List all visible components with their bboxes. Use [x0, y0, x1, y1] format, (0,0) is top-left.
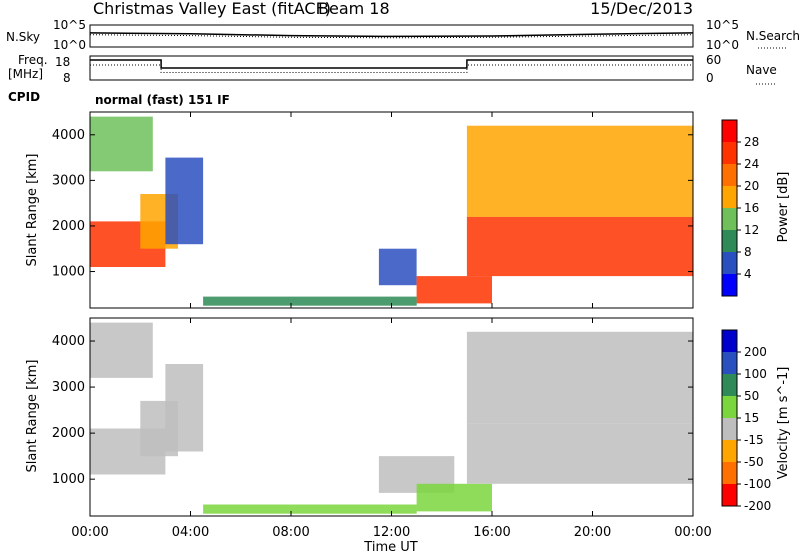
- y-tick-label: 4000: [52, 128, 85, 143]
- freq-left-tick-top: 18: [55, 55, 70, 69]
- colorbar-swatch: [722, 396, 737, 418]
- y-tick-label: 1000: [52, 265, 85, 280]
- velocity-colorbar: [721, 329, 738, 507]
- colorbar-swatch: [722, 440, 737, 462]
- beam-label: Beam 18: [318, 0, 390, 18]
- colorbar-swatch: [722, 418, 737, 440]
- freq-right-tick-bottom: 0: [706, 71, 714, 85]
- colorbar-swatch: [722, 120, 737, 142]
- x-tick-label: 20:00: [574, 525, 611, 540]
- nave-line: [90, 64, 693, 73]
- velocity-panel: 1000 2000 3000 4000 Slant Range [km] 200 100…: [25, 317, 791, 517]
- heatmap-region: [378, 248, 417, 286]
- x-tick-label: 12:00: [373, 525, 410, 540]
- nave-label: Nave: [746, 63, 777, 77]
- station-title: Christmas Valley East (fitACF): [93, 0, 331, 18]
- x-axis-ticks: 00:00 04:00 08:00 12:00 16:00 20:00 00:00: [71, 112, 712, 540]
- freq-left-tick-bottom: 8: [63, 71, 71, 85]
- colorbar-tick-label: 200: [744, 345, 767, 359]
- colorbar-swatch: [722, 186, 737, 208]
- freq-panel: Freq. [MHz] 18 8 60 0 Nave: [8, 53, 777, 85]
- freq-label-line2: [MHz]: [8, 67, 43, 81]
- heatmap-region: [203, 504, 417, 514]
- heatmap-region: [466, 216, 693, 277]
- colorbar-tick-label: -200: [744, 499, 771, 513]
- colorbar-tick-label: 24: [744, 157, 759, 171]
- colorbar-swatch: [722, 462, 737, 484]
- heatmap-region: [165, 157, 204, 245]
- heatmap-region: [203, 296, 417, 306]
- power-colorbar: [721, 119, 738, 297]
- heatmap-region: [466, 331, 693, 424]
- velocity-y-axis-label: Slant Range [km]: [25, 360, 40, 473]
- colorbar-swatch: [722, 164, 737, 186]
- colorbar-swatch: [722, 230, 737, 252]
- colorbar-tick-label: 100: [744, 367, 767, 381]
- velocity-colorbar-ticks: 200 100 50 15 -15 -50 -100 -200: [737, 345, 771, 513]
- noise-right-tick-bottom: 10^0: [706, 38, 739, 52]
- colorbar-swatch: [722, 484, 737, 506]
- colorbar-tick-label: 16: [744, 201, 759, 215]
- noise-left-tick-bottom: 10^0: [53, 38, 86, 52]
- x-tick-label: 04:00: [172, 525, 209, 540]
- y-tick-label: 4000: [52, 334, 85, 349]
- power-cells: [90, 116, 693, 306]
- colorbar-tick-label: -15: [744, 433, 764, 447]
- cpid-value: normal (fast) 151 IF: [95, 93, 230, 107]
- freq-label-line1: Freq.: [18, 53, 48, 67]
- power-y-ticks: 1000 2000 3000 4000: [52, 128, 693, 280]
- colorbar-tick-label: -50: [744, 455, 764, 469]
- heatmap-region: [466, 423, 693, 484]
- heatmap-region: [90, 116, 153, 172]
- noise-right-tick-top: 10^5: [706, 18, 739, 32]
- colorbar-tick-label: -100: [744, 477, 771, 491]
- power-y-axis-label: Slant Range [km]: [25, 154, 40, 267]
- y-tick-label: 2000: [52, 426, 85, 441]
- x-tick-label: 00:00: [674, 525, 711, 540]
- y-tick-label: 3000: [52, 173, 85, 188]
- cpid-label: CPID: [8, 90, 40, 104]
- heatmap-region: [416, 483, 492, 512]
- y-tick-label: 2000: [52, 219, 85, 234]
- y-tick-label: 1000: [52, 472, 85, 487]
- power-panel: 1000 2000 3000 4000 Slant Range [km] 4 8 12 16…: [25, 111, 791, 309]
- colorbar-swatch: [722, 374, 737, 396]
- y-tick-label: 3000: [52, 380, 85, 395]
- noise-left-tick-top: 10^5: [53, 18, 86, 32]
- velocity-colorbar-label: Velocity [m s^-1]: [776, 367, 791, 480]
- noise-left-label: N.Sky: [6, 30, 40, 44]
- colorbar-swatch: [722, 252, 737, 274]
- colorbar-swatch: [722, 330, 737, 352]
- velocity-cells: [90, 322, 693, 514]
- noise-right-label: N.Search: [746, 29, 800, 43]
- velocity-y-ticks: 1000 2000 3000 4000: [52, 334, 693, 487]
- freq-line: [90, 59, 693, 69]
- noise-panel: N.Sky 10^5 10^0 10^5 10^0 N.Search: [6, 18, 800, 52]
- colorbar-tick-label: 50: [744, 389, 759, 403]
- x-tick-label: 00:00: [71, 525, 108, 540]
- x-tick-label: 16:00: [473, 525, 510, 540]
- power-colorbar-label: Power [dB]: [776, 172, 791, 243]
- heatmap-region: [466, 125, 693, 217]
- noise-sky-line: [89, 32, 694, 38]
- colorbar-swatch: [722, 352, 737, 374]
- heatmap-region: [90, 322, 153, 378]
- power-colorbar-ticks: 4 8 12 16 20 24 28: [737, 135, 759, 281]
- colorbar-swatch: [722, 274, 737, 296]
- colorbar-tick-label: 8: [744, 245, 752, 259]
- heatmap-region: [416, 276, 492, 304]
- date-label: 15/Dec/2013: [590, 0, 693, 18]
- colorbar-tick-label: 20: [744, 179, 759, 193]
- colorbar-tick-label: 28: [744, 135, 759, 149]
- colorbar-tick-label: 12: [744, 223, 759, 237]
- colorbar-tick-label: 4: [744, 267, 752, 281]
- colorbar-swatch: [722, 142, 737, 164]
- heatmap-region: [165, 364, 204, 452]
- x-tick-label: 08:00: [272, 525, 309, 540]
- colorbar-tick-label: 15: [744, 411, 759, 425]
- colorbar-swatch: [722, 208, 737, 230]
- freq-right-tick-top: 60: [706, 53, 721, 67]
- x-axis-label: Time UT: [363, 540, 417, 554]
